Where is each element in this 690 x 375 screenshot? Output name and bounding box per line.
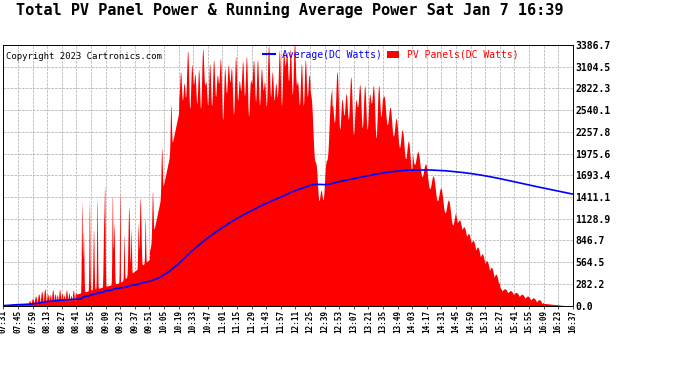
Text: Copyright 2023 Cartronics.com: Copyright 2023 Cartronics.com — [6, 51, 162, 60]
Text: Total PV Panel Power & Running Average Power Sat Jan 7 16:39: Total PV Panel Power & Running Average P… — [16, 2, 564, 18]
Legend: Average(DC Watts), PV Panels(DC Watts): Average(DC Watts), PV Panels(DC Watts) — [263, 50, 518, 60]
